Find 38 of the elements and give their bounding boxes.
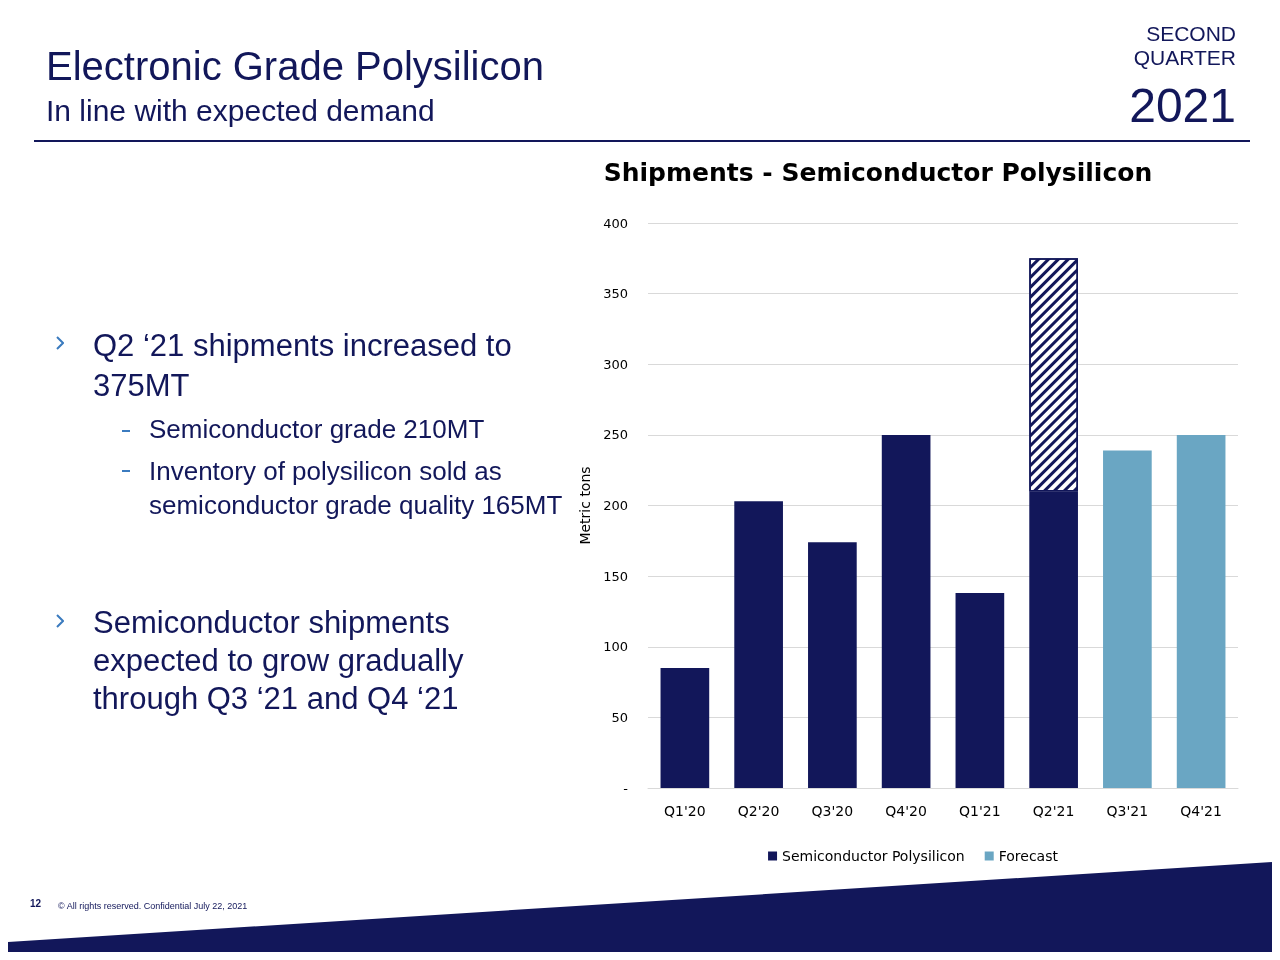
text: Electronic Grade Polysilicon [46,44,544,89]
bar [955,593,1005,788]
text: Shipments - Semiconductor Polysilicon [602,158,1154,187]
y-tick-label: 350 [603,286,628,302]
text: Inventory of polysilicon sold as semiconductor grade quality 165MT [149,455,564,522]
x-tick-label: Q1'21 [959,803,1001,819]
bar [881,434,931,788]
x-tick-label: Q2'21 [1032,803,1075,819]
y-tick-label: - [623,780,629,796]
x-tick-label: Q1'20 [664,803,706,819]
text: 2021 [1129,78,1236,133]
x-tick-label: Q3'21 [1106,803,1149,819]
text: Semiconductor grade 210MT [149,413,486,446]
x-tick-label: Q4'21 [1180,803,1222,819]
x-tick-label: Q3'20 [811,803,854,819]
x-tick-label: Q4'20 [885,803,927,819]
text: SECOND QUARTER [1132,22,1236,70]
x-tick-label: Q2'20 [737,803,780,819]
bar [660,667,710,788]
text: Q2 ‘21 shipments increased to 375MT [93,327,513,405]
text: 12 [30,898,42,909]
text: In line with expected demand [46,94,435,128]
bar [808,542,857,788]
y-tick-label: 50 [611,709,628,725]
y-tick-label: 250 [603,427,628,443]
legend-label: Semiconductor Polysilicon [782,848,965,864]
legend-label: Forecast [998,848,1059,864]
y-axis-title: Metric tons [577,466,594,545]
bar [734,501,783,788]
bar [1176,434,1226,788]
y-tick-label: 150 [603,568,628,584]
text: Semiconductor shipments expected to grow gradually through Q3 ‘21 and Q4 ‘21 [93,604,465,718]
y-tick-label: 300 [603,356,628,372]
y-tick-label: 400 [603,215,628,231]
y-tick-label: 100 [603,639,628,655]
bar [1103,450,1152,788]
text: © All rights reserved. Confidential July 22, 2021 [58,901,248,911]
y-tick-label: 200 [603,498,628,513]
